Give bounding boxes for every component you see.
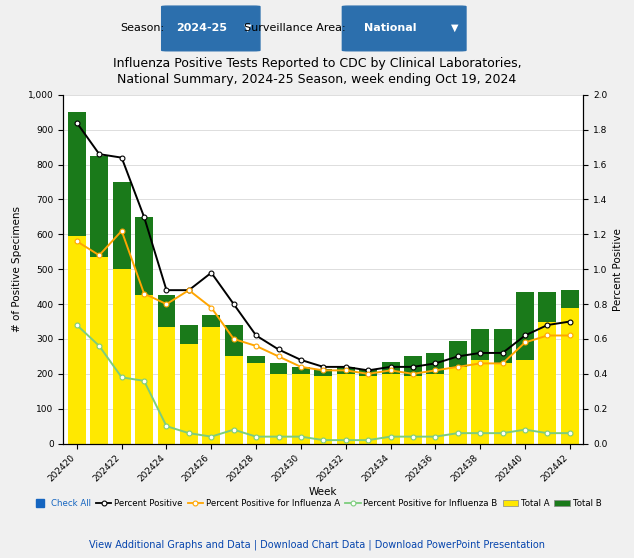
Bar xyxy=(90,156,108,257)
Bar xyxy=(382,362,399,374)
Bar xyxy=(247,363,265,444)
Bar xyxy=(538,321,557,444)
Bar xyxy=(471,360,489,444)
X-axis label: Week: Week xyxy=(309,487,337,497)
Bar xyxy=(494,363,512,444)
Bar xyxy=(292,374,310,444)
Bar xyxy=(404,357,422,376)
Text: Season:: Season: xyxy=(120,23,165,33)
Text: 2024-25: 2024-25 xyxy=(176,23,227,33)
Bar xyxy=(180,344,198,444)
Text: Influenza Positive Tests Reported to CDC by Clinical Laboratories,: Influenza Positive Tests Reported to CDC… xyxy=(113,57,521,70)
Bar xyxy=(135,295,153,444)
Bar xyxy=(224,357,243,444)
Bar xyxy=(292,367,310,374)
Bar xyxy=(561,290,579,307)
Bar xyxy=(269,363,287,374)
Bar xyxy=(359,369,377,376)
Bar xyxy=(314,376,332,444)
Bar xyxy=(427,374,444,444)
Bar xyxy=(247,357,265,363)
Bar xyxy=(516,360,534,444)
Bar xyxy=(359,376,377,444)
Bar xyxy=(113,270,131,444)
FancyBboxPatch shape xyxy=(162,6,260,51)
Text: National: National xyxy=(364,23,416,33)
Text: ▼: ▼ xyxy=(451,23,458,33)
Bar xyxy=(68,112,86,236)
Bar xyxy=(113,182,131,270)
Bar xyxy=(427,353,444,374)
Bar xyxy=(382,374,399,444)
Bar xyxy=(561,307,579,444)
Bar xyxy=(202,315,220,327)
Bar xyxy=(449,367,467,444)
Text: ▼: ▼ xyxy=(243,23,251,33)
Text: Surveillance Area:: Surveillance Area: xyxy=(244,23,346,33)
Bar xyxy=(449,341,467,367)
Bar xyxy=(538,292,557,321)
Bar xyxy=(404,376,422,444)
Bar xyxy=(68,236,86,444)
Bar xyxy=(224,325,243,357)
Bar xyxy=(494,329,512,363)
Bar xyxy=(337,367,354,374)
Bar xyxy=(90,257,108,444)
Bar xyxy=(157,327,176,444)
Bar xyxy=(269,374,287,444)
FancyBboxPatch shape xyxy=(342,6,466,51)
Text: National Summary, 2024-25 Season, week ending Oct 19, 2024: National Summary, 2024-25 Season, week e… xyxy=(117,74,517,86)
Bar xyxy=(157,295,176,327)
Bar xyxy=(337,374,354,444)
Bar xyxy=(135,217,153,295)
Legend: Check All, Percent Positive, Percent Positive for Influenza A, Percent Positive : Check All, Percent Positive, Percent Pos… xyxy=(29,496,605,512)
Bar xyxy=(471,329,489,360)
Text: View Additional Graphs and Data | Download Chart Data | Download PowerPoint Pres: View Additional Graphs and Data | Downlo… xyxy=(89,539,545,550)
Bar xyxy=(180,325,198,344)
Y-axis label: # of Positive Specimens: # of Positive Specimens xyxy=(13,206,22,332)
Bar xyxy=(516,292,534,360)
Bar xyxy=(202,327,220,444)
Bar xyxy=(314,369,332,376)
Y-axis label: Percent Positive: Percent Positive xyxy=(613,228,623,311)
